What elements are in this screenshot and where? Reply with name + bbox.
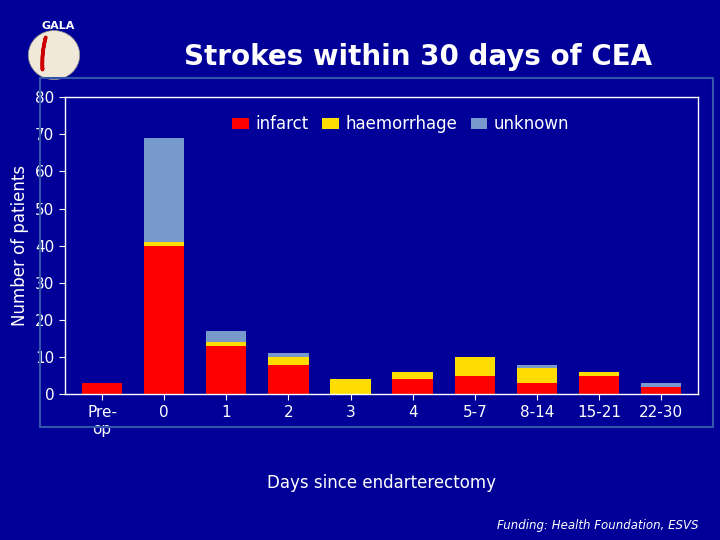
Bar [269,357,309,364]
Bar [454,357,495,376]
Bar [517,383,557,394]
Bar [206,346,246,394]
Bar [579,372,619,376]
Bar [579,376,619,394]
Bar [641,387,681,394]
Bar [641,383,681,387]
Y-axis label: Number of patients: Number of patients [12,165,30,326]
Text: Funding: Health Foundation, ESVS: Funding: Health Foundation, ESVS [497,519,698,532]
Bar [144,242,184,246]
Bar [517,364,557,368]
Bar [454,376,495,394]
Text: Strokes within 30 days of CEA: Strokes within 30 days of CEA [184,43,652,71]
Text: Days since endarterectomy: Days since endarterectomy [267,474,496,492]
Bar [82,383,122,394]
Bar [206,331,246,342]
Bar [269,353,309,357]
Legend: infarct, haemorrhage, unknown: infarct, haemorrhage, unknown [225,109,576,140]
Bar [330,379,371,394]
Bar [392,379,433,394]
Bar [206,342,246,346]
Ellipse shape [28,31,80,80]
Bar [144,246,184,394]
Bar [269,364,309,394]
Bar [144,138,184,242]
Bar [392,372,433,379]
Bar [517,368,557,383]
Text: GALA: GALA [42,21,76,31]
FancyArrowPatch shape [42,37,46,70]
